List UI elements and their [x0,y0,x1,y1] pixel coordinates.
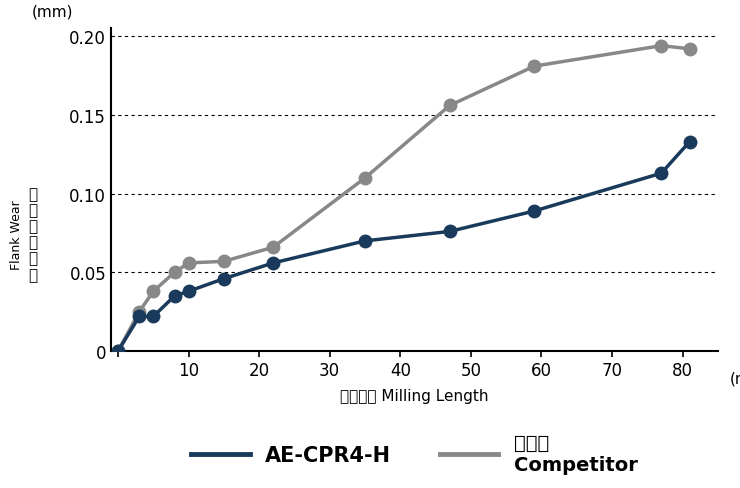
Text: 逃
げ
面
摩
耗
幅: 逃 げ 面 摩 耗 幅 [29,186,38,282]
Legend: AE-CPR4-H, 他社品
Competitor: AE-CPR4-H, 他社品 Competitor [184,426,645,482]
Text: (m): (m) [730,371,740,386]
X-axis label: 切削長さ Milling Length: 切削長さ Milling Length [340,388,488,403]
Text: Flank Wear: Flank Wear [10,200,23,269]
Text: (mm): (mm) [32,5,73,20]
